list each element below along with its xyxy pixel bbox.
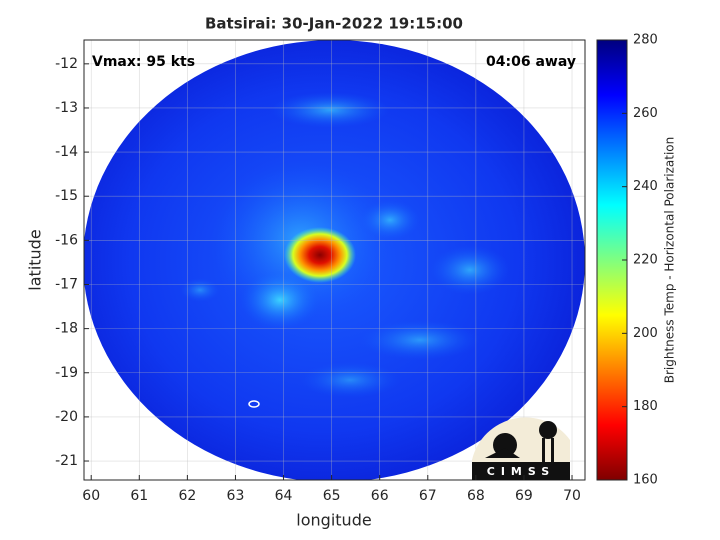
colorbar-tick-label: 180: [633, 399, 658, 414]
x-tick-label: 61: [130, 488, 148, 504]
chart-title: Batsirai: 30-Jan-2022 19:15:00: [205, 15, 463, 33]
grid: [84, 40, 585, 480]
x-tick-label: 64: [275, 488, 293, 504]
y-tick-label: -18: [55, 321, 78, 337]
colorbar-tick-label: 260: [633, 106, 658, 121]
colorbar-tick-label: 220: [633, 253, 658, 268]
satellite-image: [84, 40, 585, 480]
x-tick-label: 62: [178, 488, 196, 504]
y-tick-label: -20: [55, 409, 78, 425]
logo: CIMSS: [472, 417, 570, 480]
x-tick-label: 69: [515, 488, 533, 504]
colorbar-tick-label: 160: [633, 473, 658, 488]
x-tick-label: 66: [371, 488, 389, 504]
y-tick-label: -13: [55, 100, 78, 116]
y-tick-label: -14: [55, 144, 78, 160]
y-tick-label: -17: [55, 276, 78, 292]
y-tick-label: -15: [55, 188, 78, 204]
y-tick-label: -19: [55, 365, 78, 381]
y-axis-label: latitude: [26, 229, 45, 290]
colorbar-tick-label: 280: [633, 33, 658, 48]
colorbar-label: Brightness Temp - Horizontal Polarizatio…: [663, 137, 677, 384]
x-tick-label: 68: [467, 488, 485, 504]
colorbar-tick-label: 240: [633, 179, 658, 194]
x-tick-label: 60: [82, 488, 100, 504]
y-tick-label: -21: [55, 453, 78, 469]
x-axis-label: longitude: [296, 511, 371, 530]
annotation: 04:06 away: [486, 54, 576, 70]
annotation: Vmax: 95 kts: [92, 54, 195, 70]
x-tick-label: 63: [227, 488, 245, 504]
y-tick-label: -16: [55, 232, 78, 248]
colorbar-tick-label: 200: [633, 326, 658, 341]
logo-text: CIMSS: [487, 465, 555, 478]
plot-frame: [83, 39, 586, 481]
x-tick-label: 70: [563, 488, 581, 504]
x-tick-label: 67: [419, 488, 437, 504]
y-tick-label: -12: [55, 56, 78, 72]
x-tick-label: 65: [323, 488, 341, 504]
